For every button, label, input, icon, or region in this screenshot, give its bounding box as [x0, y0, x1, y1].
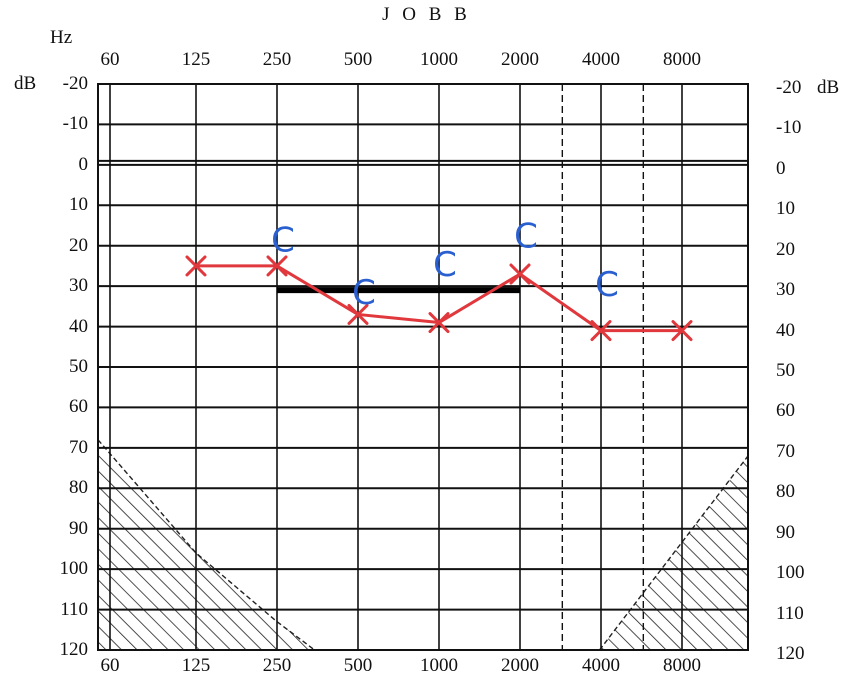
x-tick-label-top: 60: [100, 49, 120, 70]
bone-conduction-point: C: [433, 245, 457, 285]
x-tick-label-bottom: 500: [343, 655, 373, 676]
y-tick-label-left: 60: [69, 396, 88, 418]
bone-conduction-point: C: [271, 221, 295, 261]
y-tick-label-left: 0: [78, 153, 89, 175]
y-tick-label-right: 70: [776, 440, 795, 462]
air-conduction-point: [266, 255, 288, 277]
x-tick-label-bottom: 8000: [663, 655, 701, 676]
x-tick-label-top: 1000: [420, 49, 458, 70]
y-tick-label-left: 70: [69, 436, 88, 458]
x-tick-label-bottom: 250: [262, 655, 292, 676]
chart-title: J O B B: [382, 4, 471, 25]
bone-conduction-point: C: [514, 217, 538, 257]
bone-conduction-point: C: [595, 265, 619, 305]
x-tick-label-bottom: 125: [181, 655, 211, 676]
y-tick-label-right: 80: [776, 481, 795, 503]
y-tick-label-left: 30: [69, 275, 88, 297]
y-tick-label-right: 100: [776, 562, 805, 584]
y-tick-label-right: 0: [776, 157, 786, 179]
hatched-region-high: [598, 454, 748, 650]
y-tick-label-left: 20: [69, 234, 88, 256]
air-conduction-point: [590, 320, 612, 342]
y-tick-label-right: 120: [776, 643, 805, 664]
x-tick-label-top: 125: [181, 49, 211, 70]
x-tick-label-top: 2000: [501, 49, 539, 70]
y-tick-label-right: 60: [776, 400, 795, 422]
db-unit-label-right: dB: [817, 77, 840, 98]
air-conduction-point: [509, 263, 531, 285]
x-tick-label-bottom: 4000: [582, 655, 620, 676]
x-tick-label-top: 8000: [663, 49, 701, 70]
x-tick-label-top: 250: [262, 49, 292, 70]
x-tick-label-bottom: 1000: [420, 655, 458, 676]
y-tick-label-left: 120: [59, 639, 89, 660]
y-tick-label-left: 100: [59, 558, 89, 580]
y-tick-label-left: 40: [69, 315, 88, 337]
bone-conduction-point: C: [352, 273, 376, 313]
x-tick-label-top: 500: [343, 49, 373, 70]
y-tick-label-right: 20: [776, 238, 795, 260]
y-tick-label-left: 90: [69, 517, 88, 539]
air-conduction-point: [671, 320, 693, 342]
y-tick-label-left: -10: [62, 113, 88, 135]
y-tick-label-right: -10: [776, 117, 802, 139]
y-tick-label-right: 30: [776, 279, 795, 301]
x-tick-label-bottom: 2000: [501, 655, 539, 676]
x-tick-label-bottom: 60: [100, 655, 120, 676]
y-tick-label-left: 50: [69, 356, 88, 377]
y-tick-label-left: 110: [60, 598, 88, 620]
y-tick-label-left: 10: [69, 194, 88, 216]
db-unit-label-left: dB: [14, 73, 37, 94]
air-conduction-point: [185, 255, 207, 277]
plot-border: [97, 83, 749, 651]
x-tick-label-top: 4000: [582, 49, 620, 70]
air-conduction-point: [428, 312, 450, 334]
y-tick-label-right: 10: [776, 198, 795, 220]
y-tick-label-right: 50: [776, 360, 795, 381]
hatched-region-low: [98, 438, 316, 650]
frequency-unit-label: Hz: [50, 27, 73, 48]
y-tick-label-left: 80: [69, 477, 88, 499]
y-tick-label-right: 110: [776, 602, 804, 624]
air-conduction-point: [347, 303, 369, 325]
y-tick-label-right: 40: [776, 319, 795, 341]
y-tick-label-left: -20: [62, 73, 88, 94]
y-tick-label-right: 90: [776, 521, 795, 543]
y-tick-label-right: -20: [776, 77, 802, 98]
